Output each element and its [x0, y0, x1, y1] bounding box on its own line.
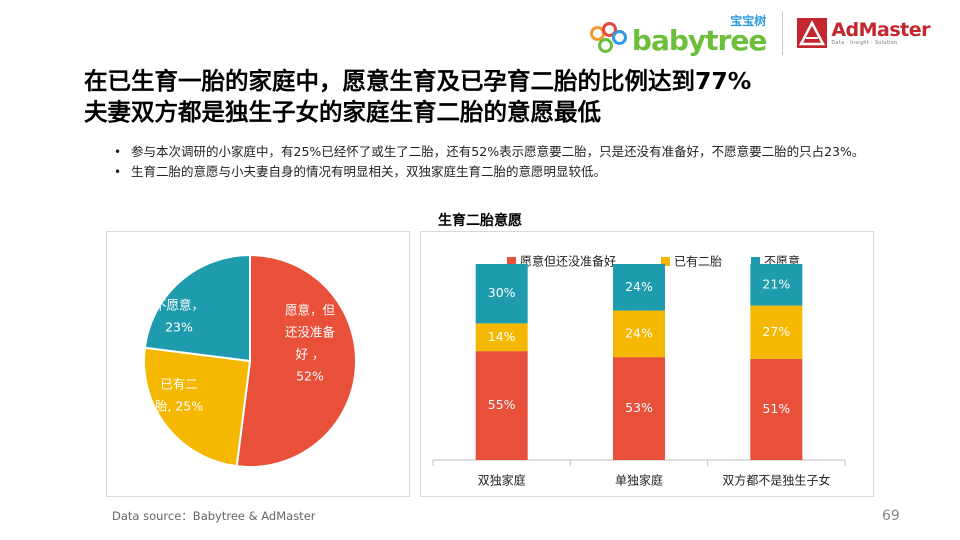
pie-slice-label: 愿意，但: [285, 303, 336, 318]
pie-chart: 愿意，但还没准备好 ， 52% 已有二胎, 25% 不愿意， 23%: [143, 253, 357, 468]
bar-segment: [750, 359, 803, 460]
bar-segment: [613, 264, 665, 311]
pie-slice-label: 不愿意，: [154, 298, 204, 313]
admaster-mark-icon: [797, 18, 828, 48]
pie-slice: [143, 253, 251, 363]
x-axis-category-label: 双方都不是独生子女: [722, 473, 830, 488]
logo-area: babytree 宝宝树 AdMaster Data · Insight · S…: [589, 10, 930, 57]
stacked-bar-chart: 愿意但还没准备好 已有二胎 不愿意55%14%30%双独家庭53%24%24%单独家…: [432, 254, 846, 488]
pie-slice-label: 23%: [165, 320, 193, 335]
bar-value-label: 51%: [762, 401, 790, 416]
legend-swatch: [507, 257, 516, 266]
bar-segment: [475, 323, 528, 352]
babytree-wordmark: babytree: [631, 24, 767, 57]
babytree-mark-icon: [589, 20, 630, 56]
bar-value-label: 55%: [488, 397, 516, 412]
legend-swatch: [751, 257, 760, 266]
legend-label: 已有二胎: [674, 255, 722, 269]
pie-slice-label: 好 ，: [296, 347, 325, 362]
pie-slice-label: 已有二: [160, 377, 198, 392]
bar-segment: [475, 351, 528, 460]
bar-segment: [750, 305, 803, 360]
x-axis-category-label: 单独家庭: [615, 473, 663, 488]
pie-slice-label: 胎, 25%: [155, 399, 203, 414]
title-line-1: 在已生育一胎的家庭中，愿意生育及已孕育二胎的比例达到77%: [84, 67, 752, 95]
bullet-list: 参与本次调研的小家庭中，有25%已经怀了或生了二胎，还有52%表示愿意要二胎，只…: [114, 142, 874, 182]
bullet-item: 生育二胎的意愿与小夫妻自身的情况有明显相关，双独家庭生育二胎的意愿明显较低。: [114, 162, 874, 182]
page-title: 在已生育一胎的家庭中，愿意生育及已孕育二胎的比例达到77% 夫妻双方都是独生子女…: [84, 66, 751, 128]
bar-value-label: 24%: [625, 279, 653, 294]
bar-value-label: 53%: [625, 400, 653, 415]
bar-value-label: 30%: [488, 285, 516, 300]
bullet-item: 参与本次调研的小家庭中，有25%已经怀了或生了二胎，还有52%表示愿意要二胎，只…: [114, 142, 874, 162]
data-source-note: Data source：Babytree & AdMaster: [112, 509, 316, 523]
admaster-tagline: Data · Insight · Solution: [831, 40, 898, 46]
x-axis-category-label: 双独家庭: [478, 473, 526, 488]
pie-chart-panel: 愿意，但还没准备好 ， 52% 已有二胎, 25% 不愿意， 23%: [106, 231, 410, 497]
chart-title: 生育二胎意愿: [438, 213, 522, 229]
bar-segment: [750, 264, 803, 306]
bar-chart-panel: 愿意但还没准备好 已有二胎 不愿意 55% 14% 30% 双独家庭 53% 24% 24% 单独家…: [420, 231, 874, 497]
logo-divider: [782, 11, 784, 55]
bar-value-label: 24%: [625, 325, 653, 340]
pie-slice: [143, 346, 252, 468]
pie-slice-label: 还没准备: [285, 325, 336, 340]
bar-value-label: 14%: [488, 329, 516, 344]
title-line-2: 夫妻双方都是独生子女的家庭生育二胎的意愿最低: [84, 98, 601, 126]
legend-label: 愿意但还没准备好: [520, 254, 616, 269]
bar-value-label: 21%: [762, 276, 790, 291]
admaster-wordmark: AdMaster: [831, 19, 930, 41]
babytree-logo: babytree 宝宝树: [589, 10, 767, 57]
bar-segment: [613, 310, 665, 358]
page-number: 69: [882, 508, 900, 524]
bar-segment: [475, 264, 528, 324]
bar-segment: [613, 357, 665, 460]
legend-swatch: [661, 257, 670, 266]
pie-slice: [235, 253, 357, 468]
pie-slice-label: 52%: [296, 369, 324, 384]
bar-value-label: 27%: [762, 324, 790, 339]
admaster-logo: AdMaster Data · Insight · Solution: [797, 18, 930, 48]
babytree-chinese-name: 宝宝树: [730, 14, 767, 28]
